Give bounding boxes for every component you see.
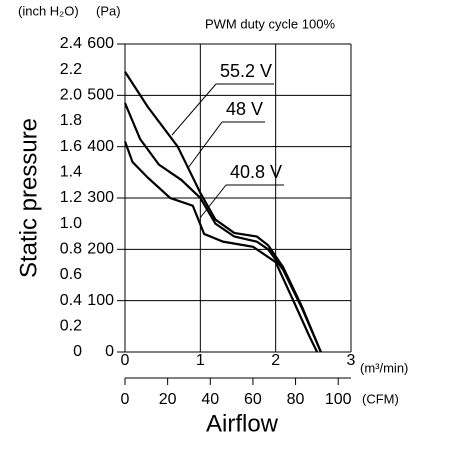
y2-tick-label: 0.8 <box>60 241 82 258</box>
y2-unit: (inch H₂O) <box>18 3 79 18</box>
y-axis-title: Static pressure <box>15 118 42 278</box>
y2-tick-label: 0.2 <box>60 318 82 335</box>
y2-tick-label: 2.4 <box>60 35 82 52</box>
y-tick-label: 600 <box>87 35 114 52</box>
x2-tick-label: 0 <box>121 391 130 408</box>
y2-tick-label: 2.0 <box>60 87 82 104</box>
label-leader <box>171 83 217 136</box>
x-tick-label: 1 <box>196 352 205 369</box>
series-label: 48 V <box>226 99 263 119</box>
y2-tick-label: 1.8 <box>60 112 82 129</box>
x-tick-label: 3 <box>347 352 356 369</box>
chart-title: PWM duty cycle 100% <box>205 16 335 31</box>
y2-tick-label: 1.6 <box>60 138 82 155</box>
y-tick-label: 400 <box>87 138 114 155</box>
y-unit: (Pa) <box>96 3 121 18</box>
y2-tick-label: 1.2 <box>60 189 82 206</box>
series-line <box>124 71 322 353</box>
y-tick-label: 200 <box>87 241 114 258</box>
x-tick-label: 2 <box>271 352 280 369</box>
series-label: 40.8 V <box>230 162 282 182</box>
x-unit: (m³/min) <box>360 360 408 375</box>
y-tick-label: 100 <box>87 292 114 309</box>
y2-tick-label: 0.4 <box>60 292 82 309</box>
series-label: 55.2 V <box>220 61 272 81</box>
x2-tick-label: 20 <box>159 391 177 408</box>
y2-tick-label: 0 <box>73 343 82 360</box>
y2-tick-label: 1.4 <box>60 164 82 181</box>
x-tick-label: 0 <box>121 352 130 369</box>
x2-tick-label: 100 <box>325 391 352 408</box>
x2-tick-label: 80 <box>287 391 305 408</box>
series-line <box>123 102 322 353</box>
y2-tick-label: 1.0 <box>60 215 82 232</box>
label-leader <box>187 121 223 169</box>
y-tick-label: 500 <box>87 87 114 104</box>
x2-tick-label: 40 <box>201 391 219 408</box>
label-leader <box>199 184 227 219</box>
x-axis-title: Airflow <box>206 410 279 437</box>
x2-unit: (CFM) <box>362 391 399 406</box>
y2-tick-label: 0.6 <box>60 266 82 283</box>
y2-tick-label: 2.2 <box>60 61 82 78</box>
series-line <box>123 141 319 353</box>
y-tick-label: 0 <box>105 343 114 360</box>
x2-tick-label: 60 <box>244 391 262 408</box>
y-tick-label: 300 <box>87 189 114 206</box>
